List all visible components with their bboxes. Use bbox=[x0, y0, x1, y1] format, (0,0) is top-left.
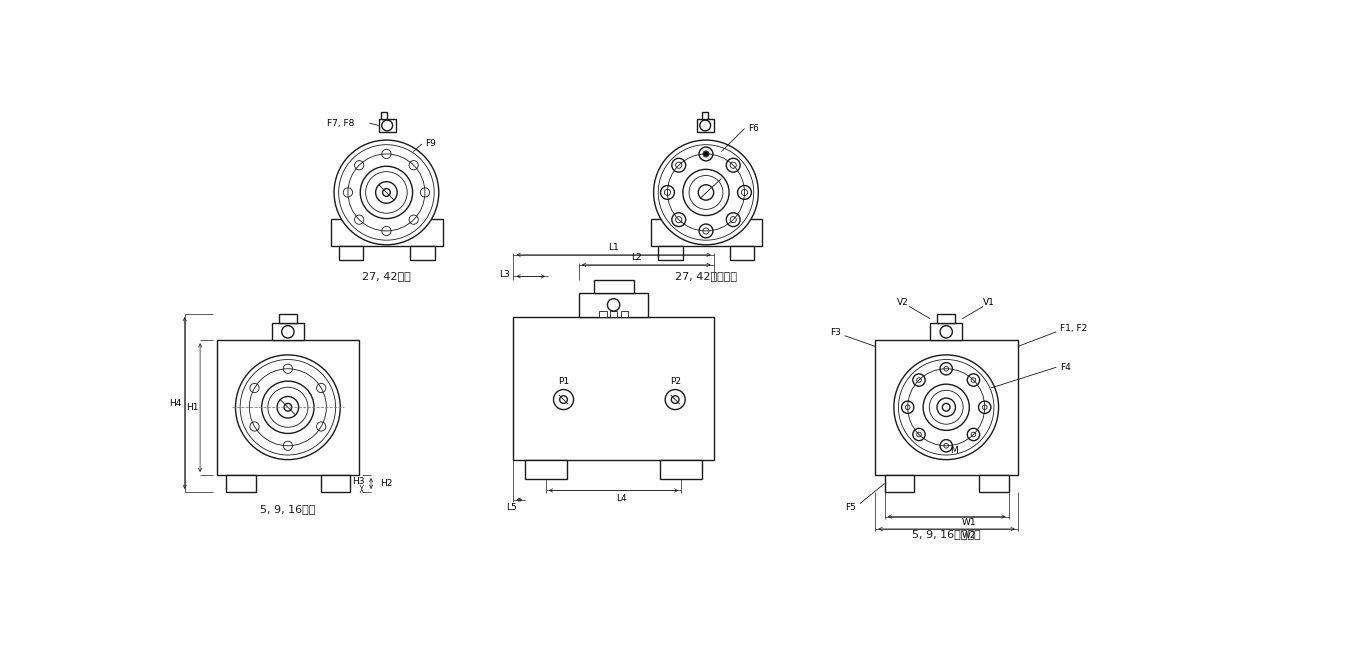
Bar bbox=[321, 475, 351, 492]
Text: L4: L4 bbox=[616, 494, 626, 503]
Circle shape bbox=[338, 145, 434, 240]
Bar bbox=[514, 317, 714, 460]
Text: H2: H2 bbox=[381, 479, 393, 488]
Bar bbox=[271, 323, 304, 340]
Text: L5: L5 bbox=[507, 503, 518, 512]
Circle shape bbox=[893, 355, 999, 460]
Text: F9: F9 bbox=[425, 139, 436, 148]
Bar bbox=[658, 247, 682, 260]
Text: 27, 42端盖: 27, 42端盖 bbox=[362, 271, 411, 281]
Bar bbox=[216, 340, 359, 475]
Bar bbox=[593, 280, 633, 292]
Bar bbox=[381, 112, 388, 118]
Text: V2: V2 bbox=[897, 298, 908, 307]
Text: 27, 42输出法兰: 27, 42输出法兰 bbox=[675, 271, 737, 281]
Bar bbox=[930, 323, 962, 340]
Text: H3: H3 bbox=[352, 477, 364, 486]
Bar bbox=[697, 118, 714, 132]
Bar bbox=[610, 311, 618, 317]
Bar bbox=[378, 118, 396, 132]
Bar bbox=[885, 475, 914, 492]
Bar bbox=[651, 219, 762, 247]
Circle shape bbox=[334, 140, 438, 245]
Text: F1, F2: F1, F2 bbox=[1060, 324, 1088, 334]
Bar bbox=[278, 314, 297, 323]
Text: M: M bbox=[949, 446, 958, 455]
Text: H1: H1 bbox=[186, 403, 199, 412]
Text: F5: F5 bbox=[845, 503, 856, 512]
Text: L3: L3 bbox=[499, 270, 510, 279]
Bar bbox=[701, 112, 708, 118]
Text: L2: L2 bbox=[632, 253, 643, 262]
Bar bbox=[599, 311, 607, 317]
Circle shape bbox=[236, 355, 340, 460]
Text: P2: P2 bbox=[670, 377, 681, 386]
Bar bbox=[580, 292, 648, 317]
Text: W2: W2 bbox=[962, 530, 977, 540]
Bar bbox=[621, 311, 629, 317]
Text: F6: F6 bbox=[748, 124, 759, 133]
Circle shape bbox=[704, 152, 708, 156]
Text: P1: P1 bbox=[558, 377, 569, 386]
Bar bbox=[660, 460, 703, 479]
Text: V1: V1 bbox=[984, 298, 995, 307]
Bar bbox=[980, 475, 1008, 492]
Text: 5, 9, 16端盖: 5, 9, 16端盖 bbox=[260, 504, 315, 514]
Text: F4: F4 bbox=[1060, 363, 1071, 371]
Text: 5, 9, 16输出法兰: 5, 9, 16输出法兰 bbox=[912, 529, 981, 540]
Circle shape bbox=[653, 140, 759, 245]
Bar bbox=[410, 247, 434, 260]
Text: L1: L1 bbox=[608, 243, 619, 252]
Bar bbox=[525, 460, 567, 479]
Text: W1: W1 bbox=[962, 518, 977, 527]
Text: H4: H4 bbox=[170, 398, 182, 407]
Bar bbox=[730, 247, 755, 260]
Bar bbox=[332, 219, 443, 247]
Bar bbox=[226, 475, 256, 492]
Bar bbox=[937, 314, 955, 323]
Text: F3: F3 bbox=[830, 328, 841, 337]
Text: F7, F8: F7, F8 bbox=[326, 118, 353, 128]
Bar bbox=[338, 247, 363, 260]
Bar bbox=[875, 340, 1018, 475]
